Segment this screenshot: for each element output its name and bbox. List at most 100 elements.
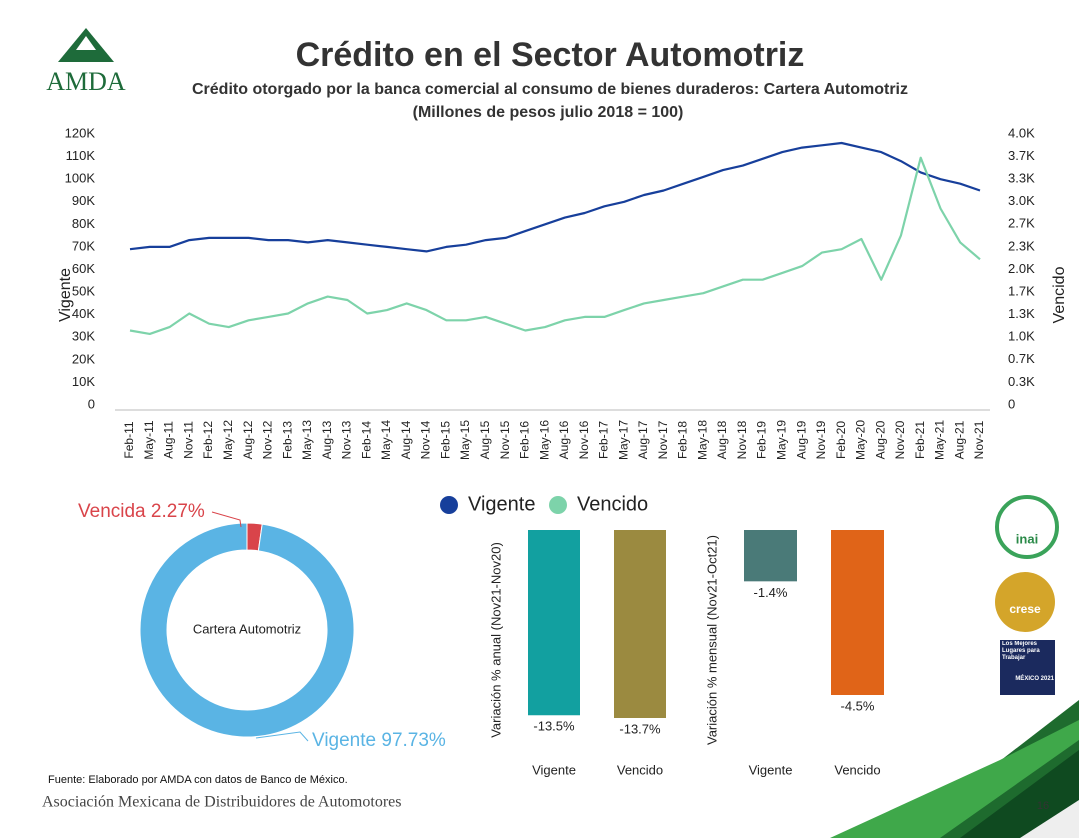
org-name: Asociación Mexicana de Distribuidores de… xyxy=(42,794,401,811)
bar-value-label: -1.4% xyxy=(754,585,788,600)
x-tick-label: May-15 xyxy=(458,420,472,460)
x-tick-label: Feb-12 xyxy=(201,421,215,459)
bar xyxy=(744,530,797,582)
y-tick-label: 40K xyxy=(72,306,95,321)
gptw-badge xyxy=(1000,640,1055,695)
y-tick-label: 60K xyxy=(72,261,95,276)
x-tick-label: Nov-12 xyxy=(261,420,275,459)
x-tick-label: Nov-19 xyxy=(814,420,828,459)
badge-text: MÉXICO 2021 xyxy=(1015,676,1054,682)
x-tick-label: Feb-15 xyxy=(438,421,452,459)
x-tick-label: Aug-12 xyxy=(241,420,255,459)
x-tick-label: Nov-21 xyxy=(972,420,986,459)
x-tick-label: Aug-13 xyxy=(320,420,334,459)
slice-label: Vigente 97.73% xyxy=(312,730,446,751)
donut-slice xyxy=(139,522,355,738)
x-tick-label: May-20 xyxy=(854,420,868,460)
x-tick-label: Nov-11 xyxy=(181,421,195,459)
y-tick-label: 80K xyxy=(72,216,95,231)
bar xyxy=(614,530,666,718)
donut-center-label: Cartera Automotriz xyxy=(193,621,301,636)
source-note: Fuente: Elaborado por AMDA con datos de … xyxy=(48,774,348,786)
slice-name: Vigente xyxy=(312,730,376,751)
x-tick-label: May-19 xyxy=(774,420,788,460)
inai-badge xyxy=(995,495,1059,559)
page-title: Crédito en el Sector Automotriz xyxy=(296,36,805,74)
series-line xyxy=(129,156,981,335)
y2-axis-title: Vencido xyxy=(1051,266,1068,323)
x-tick-label: Vigente xyxy=(749,762,793,777)
y-tick-label: 30K xyxy=(72,329,95,344)
x-tick-label: Nov-17 xyxy=(656,420,670,459)
y2-tick-label: 3.7K xyxy=(1008,148,1035,163)
x-tick-label: Vigente xyxy=(532,762,576,777)
x-tick-label: Aug-18 xyxy=(715,420,729,459)
slice-name: Vencida xyxy=(78,501,146,522)
legend-label: Vencido xyxy=(577,493,648,515)
y-tick-label: 110K xyxy=(66,148,96,163)
y2-tick-label: 3.0K xyxy=(1008,193,1035,208)
y2-tick-label: 1.7K xyxy=(1008,283,1035,298)
x-tick-label: Aug-17 xyxy=(636,420,650,459)
y-tick-label: 0 xyxy=(88,396,95,411)
bar-value-label: -13.5% xyxy=(533,719,575,734)
y-tick-label: 100K xyxy=(65,171,96,186)
x-tick-label: Nov-18 xyxy=(735,420,749,459)
badge-text: Los Mejores Lugares para Trabajar xyxy=(1002,641,1040,661)
x-tick-label: Aug-16 xyxy=(557,420,571,459)
x-tick-label: Vencido xyxy=(617,762,663,777)
x-tick-label: Feb-19 xyxy=(755,421,769,459)
y-tick-label: 10K xyxy=(72,374,95,389)
x-tick-label: Aug-14 xyxy=(399,420,413,459)
x-tick-label: Feb-21 xyxy=(913,421,927,459)
y-tick-label: 20K xyxy=(72,351,95,366)
y-axis-title: Variación % anual (Nov21-Nov20) xyxy=(488,542,503,738)
x-tick-label: May-21 xyxy=(933,420,947,460)
x-tick-label: May-11 xyxy=(142,420,156,459)
y-tick-label: 120K xyxy=(65,125,96,140)
x-tick-label: May-16 xyxy=(537,420,551,460)
logo-mountain xyxy=(76,36,96,50)
x-tick-label: Nov-20 xyxy=(893,420,907,459)
x-tick-label: Aug-20 xyxy=(873,420,887,459)
x-tick-label: Feb-11 xyxy=(122,421,136,458)
slice-label: Vencida 2.27% xyxy=(78,501,205,522)
x-tick-label: Nov-13 xyxy=(340,420,354,459)
x-tick-label: Aug-11 xyxy=(162,421,176,459)
x-tick-label: Aug-21 xyxy=(952,420,966,459)
x-tick-label: May-18 xyxy=(695,420,709,460)
y2-tick-label: 2.0K xyxy=(1008,261,1035,276)
y2-tick-label: 0 xyxy=(1008,396,1015,411)
y2-tick-label: 4.0K xyxy=(1008,125,1035,140)
y2-tick-label: 2.7K xyxy=(1008,216,1035,231)
footer-decor xyxy=(830,720,1079,838)
logo-text: AMDA xyxy=(46,67,126,96)
y2-tick-label: 0.7K xyxy=(1008,351,1035,366)
bar xyxy=(831,530,884,695)
x-tick-label: Aug-15 xyxy=(478,420,492,459)
x-tick-label: Feb-14 xyxy=(359,421,373,459)
x-tick-label: May-13 xyxy=(300,420,314,460)
x-tick-label: Feb-20 xyxy=(834,421,848,459)
subtitle: (Millones de pesos julio 2018 = 100) xyxy=(413,104,684,121)
legend-swatch xyxy=(549,496,567,514)
y2-tick-label: 0.3K xyxy=(1008,374,1035,389)
y-tick-label: 70K xyxy=(72,238,95,253)
y-axis-title: Vigente xyxy=(57,268,74,322)
slice-value: 97.73% xyxy=(381,730,446,751)
x-tick-label: Vencido xyxy=(834,762,880,777)
badge-text: crese xyxy=(1009,602,1041,616)
legend-label: Vigente xyxy=(468,493,535,515)
y2-tick-label: 3.3K xyxy=(1008,171,1035,186)
badge-text: inai xyxy=(1016,531,1038,546)
leader-line xyxy=(211,511,242,528)
legend-swatch xyxy=(440,496,458,514)
page-number: 16 xyxy=(1037,800,1049,812)
x-tick-label: Nov-15 xyxy=(498,420,512,459)
footer-decor xyxy=(960,750,1079,838)
footer-decor xyxy=(1020,800,1079,838)
bar-value-label: -4.5% xyxy=(841,698,875,713)
x-tick-label: Feb-17 xyxy=(597,421,611,459)
x-tick-label: May-14 xyxy=(379,420,393,460)
